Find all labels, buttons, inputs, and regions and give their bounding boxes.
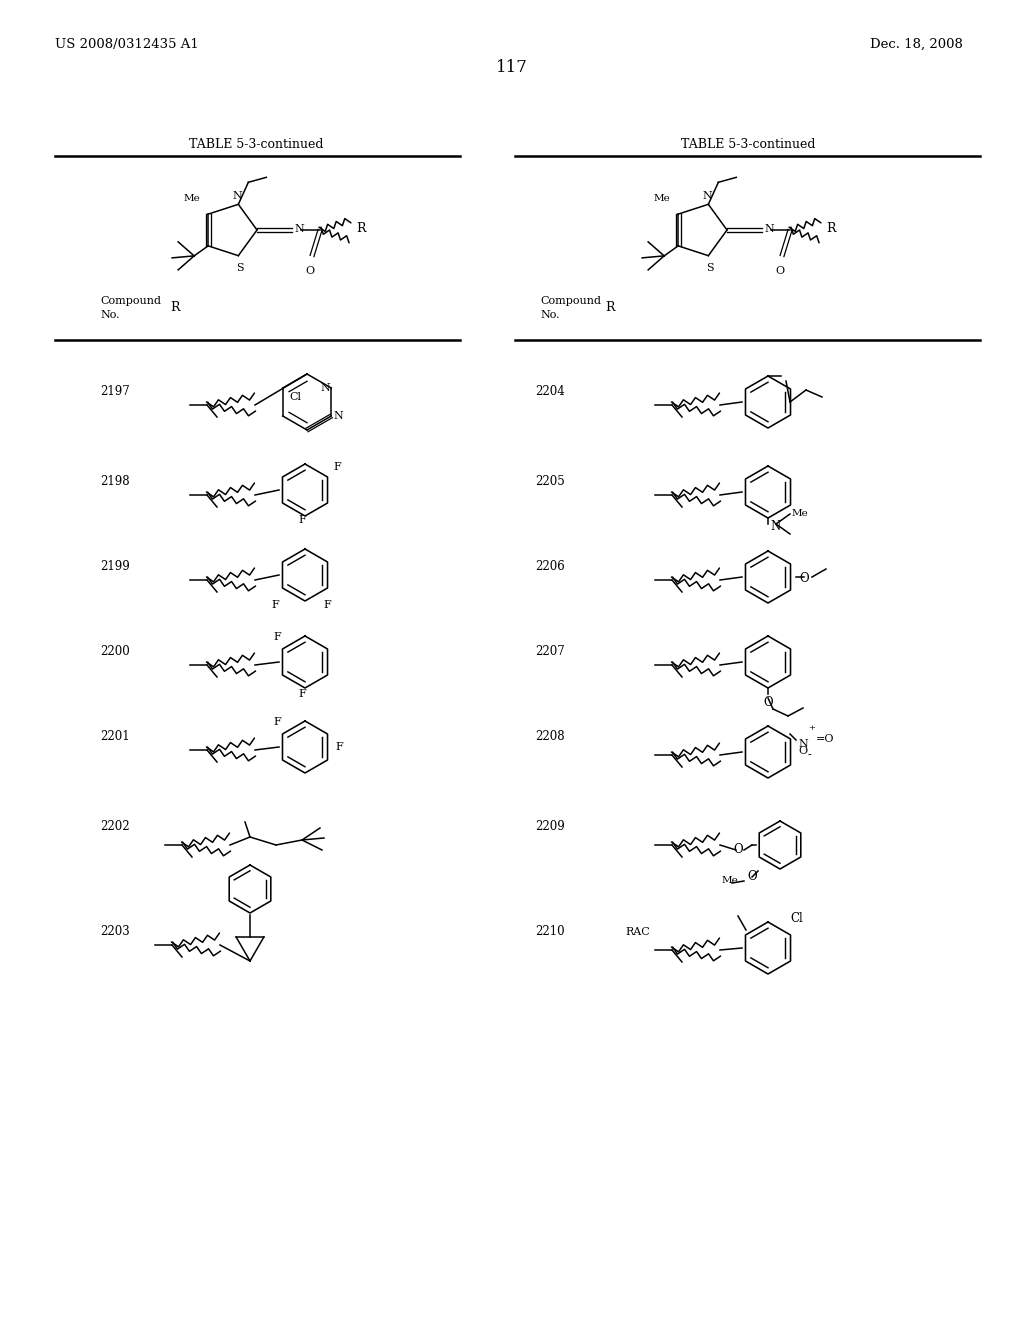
- Text: F: F: [323, 601, 331, 610]
- Text: N: N: [333, 411, 343, 421]
- Text: RAC: RAC: [625, 927, 650, 937]
- Text: N: N: [232, 191, 243, 202]
- Text: N: N: [294, 224, 304, 234]
- Text: 117: 117: [496, 59, 528, 77]
- Text: 2198: 2198: [100, 475, 130, 488]
- Text: 2207: 2207: [536, 645, 565, 657]
- Text: F: F: [333, 462, 341, 473]
- Text: R: R: [605, 301, 614, 314]
- Text: 2206: 2206: [536, 560, 565, 573]
- Text: S: S: [707, 263, 714, 273]
- Text: 2210: 2210: [536, 925, 565, 939]
- Text: Cl: Cl: [289, 392, 301, 403]
- Text: F: F: [273, 632, 281, 642]
- Text: O: O: [305, 267, 314, 276]
- Text: N: N: [798, 739, 808, 748]
- Text: F: F: [273, 717, 281, 727]
- Text: Me: Me: [183, 194, 200, 203]
- Text: S: S: [237, 263, 244, 273]
- Text: F: F: [298, 689, 306, 700]
- Text: TABLE 5-3-continued: TABLE 5-3-continued: [188, 139, 324, 150]
- Text: O: O: [733, 843, 742, 855]
- Text: 2202: 2202: [100, 820, 130, 833]
- Text: N: N: [770, 520, 780, 532]
- Text: O: O: [763, 696, 773, 709]
- Text: +: +: [808, 723, 815, 733]
- Text: 2203: 2203: [100, 925, 130, 939]
- Text: 2204: 2204: [536, 385, 565, 399]
- Text: R: R: [826, 223, 836, 235]
- Text: 2208: 2208: [536, 730, 565, 743]
- Text: Me: Me: [653, 194, 670, 203]
- Text: No.: No.: [540, 310, 560, 319]
- Text: O: O: [748, 870, 757, 883]
- Text: No.: No.: [100, 310, 120, 319]
- Text: F: F: [271, 601, 279, 610]
- Text: 2201: 2201: [100, 730, 130, 743]
- Text: -: -: [808, 750, 812, 760]
- Text: Me: Me: [722, 876, 738, 884]
- Text: N: N: [764, 224, 774, 234]
- Text: N: N: [702, 191, 713, 202]
- Text: N: N: [321, 383, 331, 393]
- Text: R: R: [356, 223, 366, 235]
- Text: TABLE 5-3-continued: TABLE 5-3-continued: [681, 139, 815, 150]
- Text: 2200: 2200: [100, 645, 130, 657]
- Text: 2197: 2197: [100, 385, 130, 399]
- Text: US 2008/0312435 A1: US 2008/0312435 A1: [55, 38, 199, 51]
- Text: O: O: [799, 573, 809, 586]
- Text: F: F: [335, 742, 343, 752]
- Text: Compound: Compound: [100, 296, 161, 306]
- Text: Compound: Compound: [540, 296, 601, 306]
- Text: =O: =O: [816, 734, 835, 744]
- Text: O: O: [775, 267, 784, 276]
- Text: R: R: [170, 301, 179, 314]
- Text: 2205: 2205: [536, 475, 565, 488]
- Text: 2199: 2199: [100, 560, 130, 573]
- Text: Me: Me: [792, 510, 809, 519]
- Text: F: F: [298, 515, 306, 525]
- Text: Dec. 18, 2008: Dec. 18, 2008: [870, 38, 963, 51]
- Text: O: O: [798, 746, 807, 756]
- Text: Cl: Cl: [790, 912, 803, 925]
- Text: 2209: 2209: [536, 820, 565, 833]
